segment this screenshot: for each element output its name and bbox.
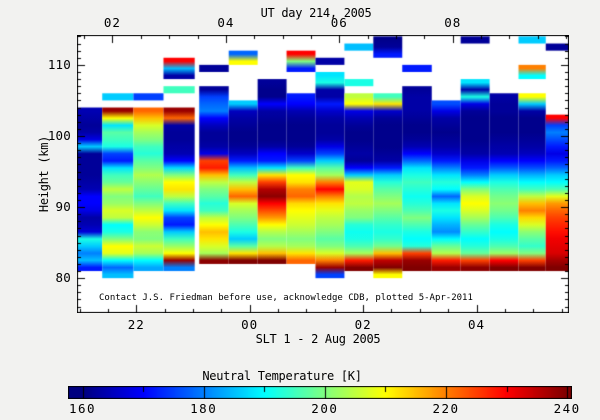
top-axis-tick-label: 08 (444, 15, 462, 30)
y-axis-tick-label: 110 (47, 56, 71, 72)
colorbar-tick-label: 160 (68, 401, 97, 416)
bottom-axis-tick-label: 00 (241, 317, 259, 332)
colorbar-canvas (68, 386, 572, 399)
top-axis-tick-label: 04 (217, 15, 235, 30)
bottom-axis-tick-label: 04 (468, 317, 486, 332)
top-axis-tick-label: 06 (330, 15, 348, 30)
bottom-axis-tick-label: 02 (354, 317, 372, 332)
x-axis-title: SLT 1 - 2 Aug 2005 (255, 332, 381, 346)
colorbar-tick-label: 240 (553, 401, 581, 416)
y-axis-tick-label: 80 (55, 270, 71, 286)
colorbar-title: Neutral Temperature [K] (202, 369, 362, 383)
y-axis-tick-label: 90 (55, 199, 71, 215)
contact-note: Contact J.S. Friedman before use, acknow… (99, 293, 473, 303)
top-axis-tick-label: 02 (103, 15, 121, 30)
y-axis-tick-label: 100 (47, 127, 71, 143)
colorbar-tick-label: 180 (190, 401, 218, 416)
colorbar-tick-label: 200 (311, 401, 339, 416)
bottom-axis-tick-label: 22 (127, 317, 145, 332)
heatmap-plot-canvas (77, 35, 569, 313)
y-axis-title: Height (km) (37, 135, 51, 213)
colorbar-tick-label: 220 (432, 401, 460, 416)
plot-title: UT day 214, 2005 (260, 6, 372, 20)
